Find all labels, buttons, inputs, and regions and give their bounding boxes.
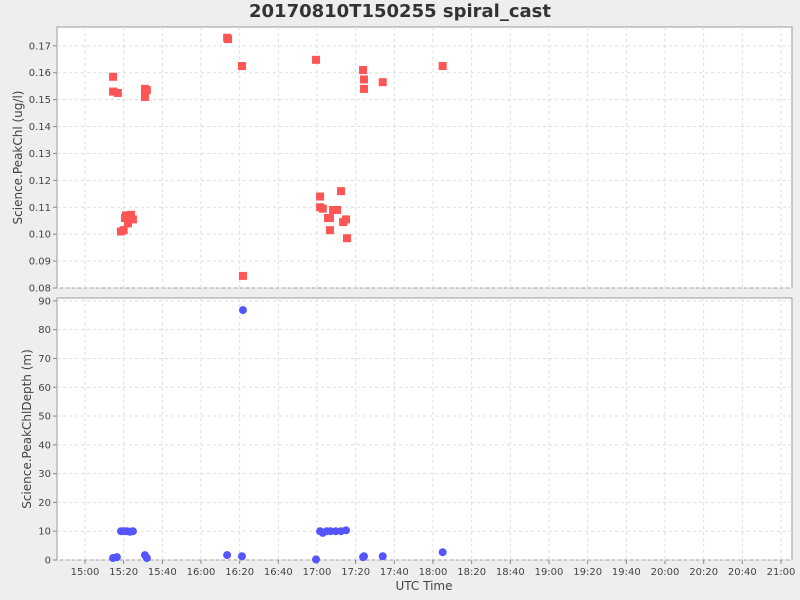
plot-area-1 bbox=[56, 297, 793, 561]
x-tick-label: 18:00 bbox=[419, 567, 448, 578]
y-tick-label: 0.15 bbox=[29, 95, 51, 106]
data-point bbox=[359, 66, 368, 75]
x-tick-label: 16:40 bbox=[264, 567, 293, 578]
data-point bbox=[342, 526, 350, 535]
data-point bbox=[237, 552, 246, 561]
y-tick-label: 50 bbox=[38, 412, 51, 423]
data-point bbox=[336, 187, 345, 196]
y-tick-label: 0.12 bbox=[29, 176, 51, 187]
x-tick-label: 16:00 bbox=[187, 567, 216, 578]
y-tick-label: 40 bbox=[38, 440, 51, 451]
x-tick-label: 20:00 bbox=[651, 567, 680, 578]
data-point bbox=[127, 210, 136, 219]
data-point bbox=[329, 205, 338, 214]
x-tick-label: 17:20 bbox=[341, 567, 370, 578]
data-point bbox=[109, 87, 118, 96]
data-point bbox=[312, 55, 321, 64]
data-point bbox=[316, 192, 325, 201]
y-tick-label: 0.14 bbox=[29, 122, 51, 133]
y-tick-label: 10 bbox=[38, 527, 51, 538]
data-point bbox=[378, 78, 387, 87]
y-tick-label: 0.08 bbox=[29, 284, 51, 295]
y-axis-label: Science.PeakChl (ug/l) bbox=[11, 91, 25, 225]
data-point bbox=[325, 226, 334, 235]
data-point bbox=[325, 214, 334, 223]
data-point bbox=[140, 92, 149, 101]
x-tick-label: 15:40 bbox=[148, 567, 177, 578]
y-axis-label: Science.PeakChlDepth (m) bbox=[20, 349, 34, 509]
x-tick-label: 17:00 bbox=[303, 567, 332, 578]
y-tick-label: 0.17 bbox=[29, 41, 51, 52]
y-tick-label: 90 bbox=[38, 296, 51, 307]
x-tick-label: 16:20 bbox=[225, 567, 254, 578]
data-point bbox=[128, 527, 137, 536]
y-tick-label: 0.09 bbox=[29, 257, 51, 268]
data-point bbox=[112, 553, 121, 562]
x-tick-label: 20:40 bbox=[728, 567, 757, 578]
x-tick-label: 17:40 bbox=[380, 567, 409, 578]
x-axis-label: UTC Time bbox=[396, 579, 453, 593]
x-tick-label: 15:00 bbox=[71, 567, 100, 578]
y-tick-label: 80 bbox=[38, 325, 51, 336]
y-tick-label: 70 bbox=[38, 354, 51, 365]
y-tick-label: 0.13 bbox=[29, 149, 51, 160]
data-point bbox=[438, 548, 447, 557]
x-tick-label: 18:20 bbox=[457, 567, 486, 578]
data-point bbox=[128, 215, 137, 224]
data-point bbox=[113, 88, 122, 97]
data-point bbox=[359, 84, 368, 93]
y-tick-label: 0.10 bbox=[29, 230, 51, 241]
x-tick-label: 19:20 bbox=[573, 567, 602, 578]
x-tick-label: 19:40 bbox=[612, 567, 641, 578]
data-point bbox=[109, 72, 118, 81]
data-point bbox=[223, 551, 232, 560]
x-tick-label: 15:20 bbox=[109, 567, 138, 578]
y-tick-label: 60 bbox=[38, 383, 51, 394]
data-point bbox=[342, 215, 350, 224]
x-tick-label: 21:00 bbox=[767, 567, 796, 578]
y-tick-label: 0.11 bbox=[29, 203, 51, 214]
data-point bbox=[342, 234, 351, 243]
data-point bbox=[238, 306, 247, 315]
plot-area-0 bbox=[56, 26, 793, 289]
data-point bbox=[438, 62, 447, 71]
x-tick-label: 19:00 bbox=[535, 567, 564, 578]
data-point bbox=[318, 204, 327, 213]
data-point bbox=[238, 271, 247, 280]
data-point bbox=[142, 553, 151, 562]
data-point bbox=[359, 552, 368, 561]
data-point bbox=[333, 205, 342, 214]
y-tick-label: 0.16 bbox=[29, 68, 51, 79]
y-tick-label: 30 bbox=[38, 469, 51, 480]
data-point bbox=[224, 35, 233, 44]
data-point bbox=[121, 211, 130, 220]
y-tick-label: 20 bbox=[38, 498, 51, 509]
x-tick-label: 18:40 bbox=[496, 567, 525, 578]
data-point bbox=[119, 226, 128, 235]
data-point bbox=[312, 555, 321, 564]
data-point bbox=[359, 75, 368, 84]
data-point bbox=[123, 219, 132, 228]
chart-title: 20170810T150255 spiral_cast bbox=[249, 1, 551, 22]
data-point bbox=[378, 552, 387, 561]
y-tick-label: 0 bbox=[45, 556, 51, 567]
data-point bbox=[142, 86, 151, 95]
data-point bbox=[237, 62, 246, 71]
x-tick-label: 20:20 bbox=[689, 567, 718, 578]
